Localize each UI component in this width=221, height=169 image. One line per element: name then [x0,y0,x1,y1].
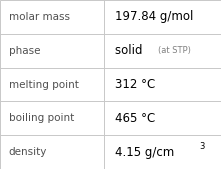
Text: 3: 3 [199,141,204,151]
Text: 4.15 g/cm: 4.15 g/cm [115,146,174,159]
Text: molar mass: molar mass [9,12,70,22]
Text: phase: phase [9,46,40,56]
Text: (at STP): (at STP) [158,46,191,55]
Text: 197.84 g/mol: 197.84 g/mol [115,10,193,23]
Text: solid: solid [115,44,150,57]
Text: density: density [9,147,47,157]
Text: melting point: melting point [9,79,79,90]
Text: 465 °C: 465 °C [115,112,155,125]
Text: 312 °C: 312 °C [115,78,155,91]
Text: boiling point: boiling point [9,113,74,123]
